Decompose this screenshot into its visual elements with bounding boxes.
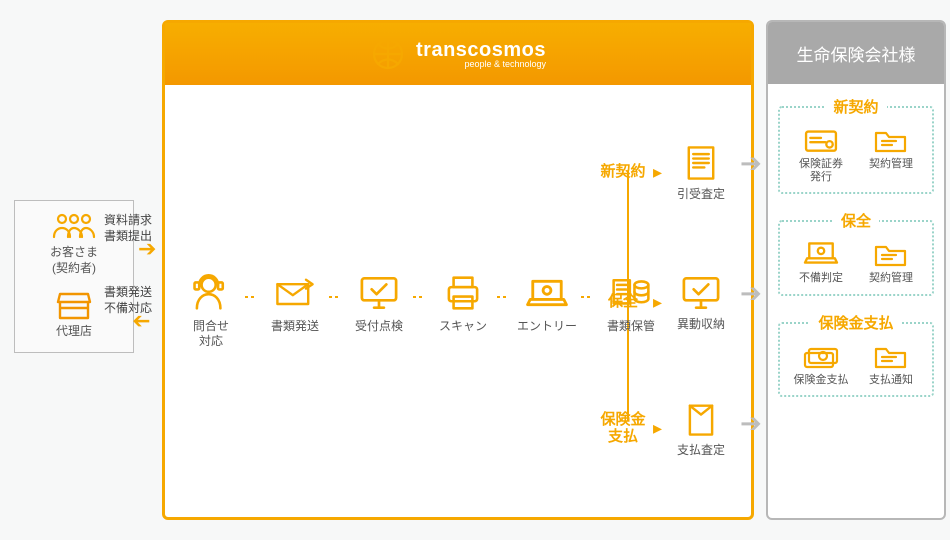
right-panel: 生命保険会社様 新契約 保険証券 発行 契約管理 保全 不備判定 <box>766 20 946 520</box>
brand-sub: people & technology <box>464 60 546 69</box>
step-scan: スキャン <box>429 273 497 334</box>
arrow-in-top-icon: ➔ <box>138 236 156 262</box>
brand-name: transcosmos <box>416 40 546 60</box>
store-icon <box>54 290 94 320</box>
printer-icon <box>441 273 485 313</box>
step-inquiry: 問合せ 対応 <box>177 273 245 349</box>
item-cert: 保険証券 発行 <box>786 123 856 184</box>
dash-icon <box>581 295 597 299</box>
doc-icon <box>679 143 723 183</box>
customer-label: お客さま (契約者) <box>50 245 98 276</box>
folder-icon <box>871 123 911 155</box>
item-notice: 支払通知 <box>856 339 926 387</box>
group-payout: 保険金支払 保険金支払 支払通知 <box>778 322 934 397</box>
branch-pay: 保険金 支払 ▸ 支払査定 <box>599 399 734 458</box>
right-title: 生命保険会社様 <box>768 22 944 84</box>
item-contract2: 契約管理 <box>856 237 926 285</box>
laptop-icon <box>525 273 569 313</box>
step-entry: エントリー <box>513 273 581 334</box>
mail-icon <box>273 273 317 313</box>
headset-icon <box>189 273 233 313</box>
gray-arrow-icon: ➔ <box>740 278 762 309</box>
arrow-right-icon: ▸ <box>653 162 662 183</box>
item-payout: 保険金支払 <box>786 339 856 387</box>
dash-icon <box>245 295 261 299</box>
branch-new: 新契約 ▸ 引受査定 <box>599 143 734 202</box>
laptop-icon <box>801 237 841 269</box>
dash-icon <box>413 295 429 299</box>
cert-icon <box>801 123 841 155</box>
group-new: 新契約 保険証券 発行 契約管理 <box>778 106 934 194</box>
item-contract: 契約管理 <box>856 123 926 184</box>
item-deficiency: 不備判定 <box>786 237 856 285</box>
step-check: 受付点検 <box>345 273 413 334</box>
arrow-right-icon: ▸ <box>653 418 662 439</box>
money-icon <box>801 339 841 371</box>
branch-maint: 保全 ▸ 異動収納 <box>599 273 734 332</box>
gray-arrow-icon: ➔ <box>740 408 762 439</box>
step-send: 書類発送 <box>261 273 329 334</box>
monitor-check-icon <box>357 273 401 313</box>
envelope-icon <box>679 399 723 439</box>
folder-icon <box>871 339 911 371</box>
center-panel: transcosmos people & technology 問合せ 対応 書… <box>162 20 754 520</box>
brand-block: transcosmos people & technology <box>416 40 546 69</box>
arrow-out-bottom-icon: ➔ <box>132 308 150 334</box>
gray-arrow-icon: ➔ <box>740 148 762 179</box>
group-maint: 保全 不備判定 契約管理 <box>778 220 934 295</box>
people-icon <box>50 211 98 241</box>
pipeline: 問合せ 対応 書類発送 受付点検 スキャン エントリー <box>177 273 665 349</box>
dash-icon <box>497 295 513 299</box>
agent-label: 代理店 <box>56 324 92 340</box>
monitor-check-icon <box>679 273 723 313</box>
arrow-right-icon: ▸ <box>653 292 662 313</box>
folder-icon <box>871 237 911 269</box>
center-header: transcosmos people & technology <box>165 23 751 85</box>
dash-icon <box>329 295 345 299</box>
globe-icon <box>370 36 406 72</box>
